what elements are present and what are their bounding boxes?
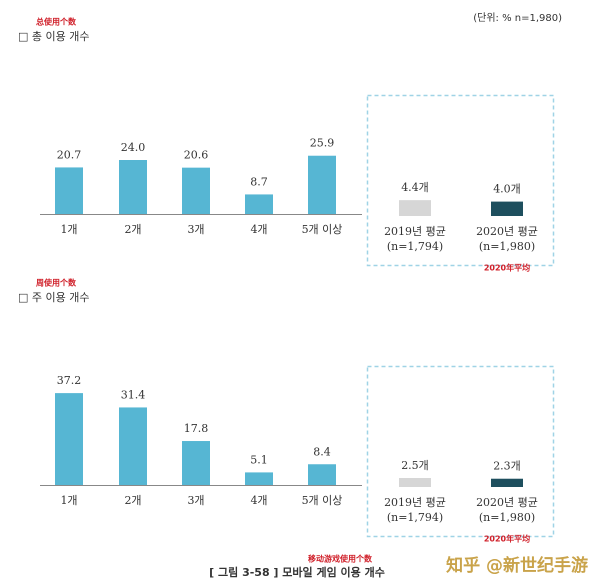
chart-title: □ 총 이용 개수 [18,30,89,43]
watermark: 知乎 @新世纪手游 [445,555,588,576]
value-label: 8.7 [250,175,268,188]
value-label: 37.2 [57,374,82,387]
value-label: 2.3개 [493,460,521,473]
bar [308,464,336,485]
annotation: 总使用个数 [36,17,77,27]
average-box [366,94,555,267]
bar [399,200,431,216]
caption: [ 그림 3-58 ] 모바일 게임 이용 개수 [209,565,385,579]
value-label: 2.5개 [401,459,429,472]
bar [119,160,147,214]
category-label: 2020년 평균 [476,225,538,238]
value-label: 5.1 [250,453,268,466]
category-label: 5개 이상 [302,223,343,236]
value-label: 4.0개 [493,183,521,196]
value-label: 20.6 [184,149,209,162]
chart-title: □ 주 이용 개수 [18,291,89,304]
unit-note: (단위: % n=1,980) [473,11,562,24]
sample-label: (n=1,980) [479,240,535,253]
category-label: 4개 [250,494,267,507]
bar [55,393,83,485]
sample-label: (n=1,980) [479,511,535,524]
category-label: 2개 [124,494,141,507]
bar [399,478,431,487]
average-box [366,365,555,538]
caption-note: 移动游戏使用个数 [308,554,373,564]
sample-label: (n=1,794) [387,511,443,524]
value-label: 24.0 [121,141,146,154]
category-label: 3개 [187,223,204,236]
bar [55,167,83,214]
category-label: 1개 [60,223,77,236]
bar [308,155,336,214]
bar [245,194,273,214]
value-label: 25.9 [310,137,335,150]
bar [491,201,523,216]
bar [119,407,147,485]
value-label: 31.4 [121,388,146,401]
category-label: 4개 [250,223,267,236]
annotation: 2020年平均 [484,534,530,544]
bar [182,167,210,214]
category-label: 5개 이상 [302,494,343,507]
category-label: 2개 [124,223,141,236]
category-label: 1개 [60,494,77,507]
bar [245,472,273,485]
value-label: 8.4 [313,445,331,458]
bar [491,478,523,487]
value-label: 4.4개 [401,181,429,194]
bar [182,441,210,485]
sample-label: (n=1,794) [387,240,443,253]
annotation: 周使用个数 [36,278,77,288]
value-label: 17.8 [184,422,209,435]
category-label: 2019년 평균 [384,225,446,238]
category-label: 2020년 평균 [476,496,538,509]
value-label: 20.7 [57,148,82,161]
category-label: 2019년 평균 [384,496,446,509]
annotation: 2020年平均 [484,263,530,273]
category-label: 3개 [187,494,204,507]
